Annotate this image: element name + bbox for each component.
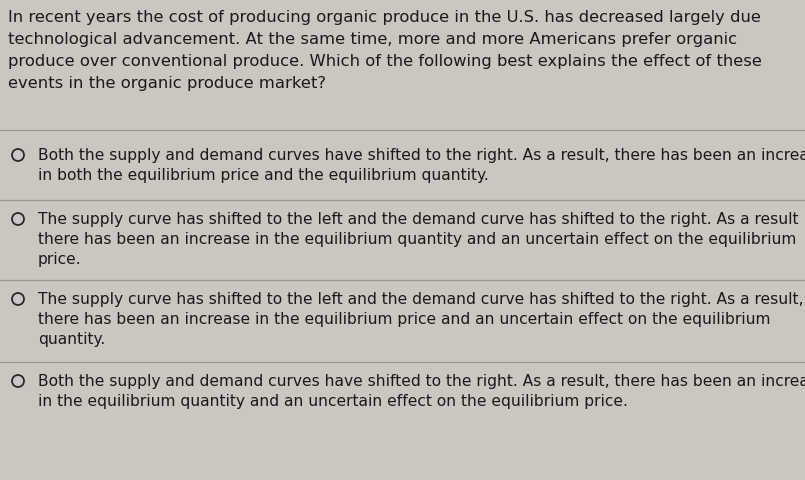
Text: The supply curve has shifted to the left and the demand curve has shifted to the: The supply curve has shifted to the left… xyxy=(38,292,803,307)
Text: events in the organic produce market?: events in the organic produce market? xyxy=(8,76,326,91)
Text: Both the supply and demand curves have shifted to the right. As a result, there : Both the supply and demand curves have s… xyxy=(38,148,805,163)
Text: In recent years the cost of producing organic produce in the U.S. has decreased : In recent years the cost of producing or… xyxy=(8,10,761,25)
Text: there has been an increase in the equilibrium price and an uncertain effect on t: there has been an increase in the equili… xyxy=(38,312,770,327)
Text: in both the equilibrium price and the equilibrium quantity.: in both the equilibrium price and the eq… xyxy=(38,168,489,183)
Text: Both the supply and demand curves have shifted to the right. As a result, there : Both the supply and demand curves have s… xyxy=(38,374,805,389)
Text: in the equilibrium quantity and an uncertain effect on the equilibrium price.: in the equilibrium quantity and an uncer… xyxy=(38,394,628,409)
Text: quantity.: quantity. xyxy=(38,332,105,347)
Text: there has been an increase in the equilibrium quantity and an uncertain effect o: there has been an increase in the equili… xyxy=(38,232,796,247)
Text: The supply curve has shifted to the left and the demand curve has shifted to the: The supply curve has shifted to the left… xyxy=(38,212,799,227)
Text: price.: price. xyxy=(38,252,81,267)
Text: technological advancement. At the same time, more and more Americans prefer orga: technological advancement. At the same t… xyxy=(8,32,737,47)
Text: produce over conventional produce. Which of the following best explains the effe: produce over conventional produce. Which… xyxy=(8,54,762,69)
